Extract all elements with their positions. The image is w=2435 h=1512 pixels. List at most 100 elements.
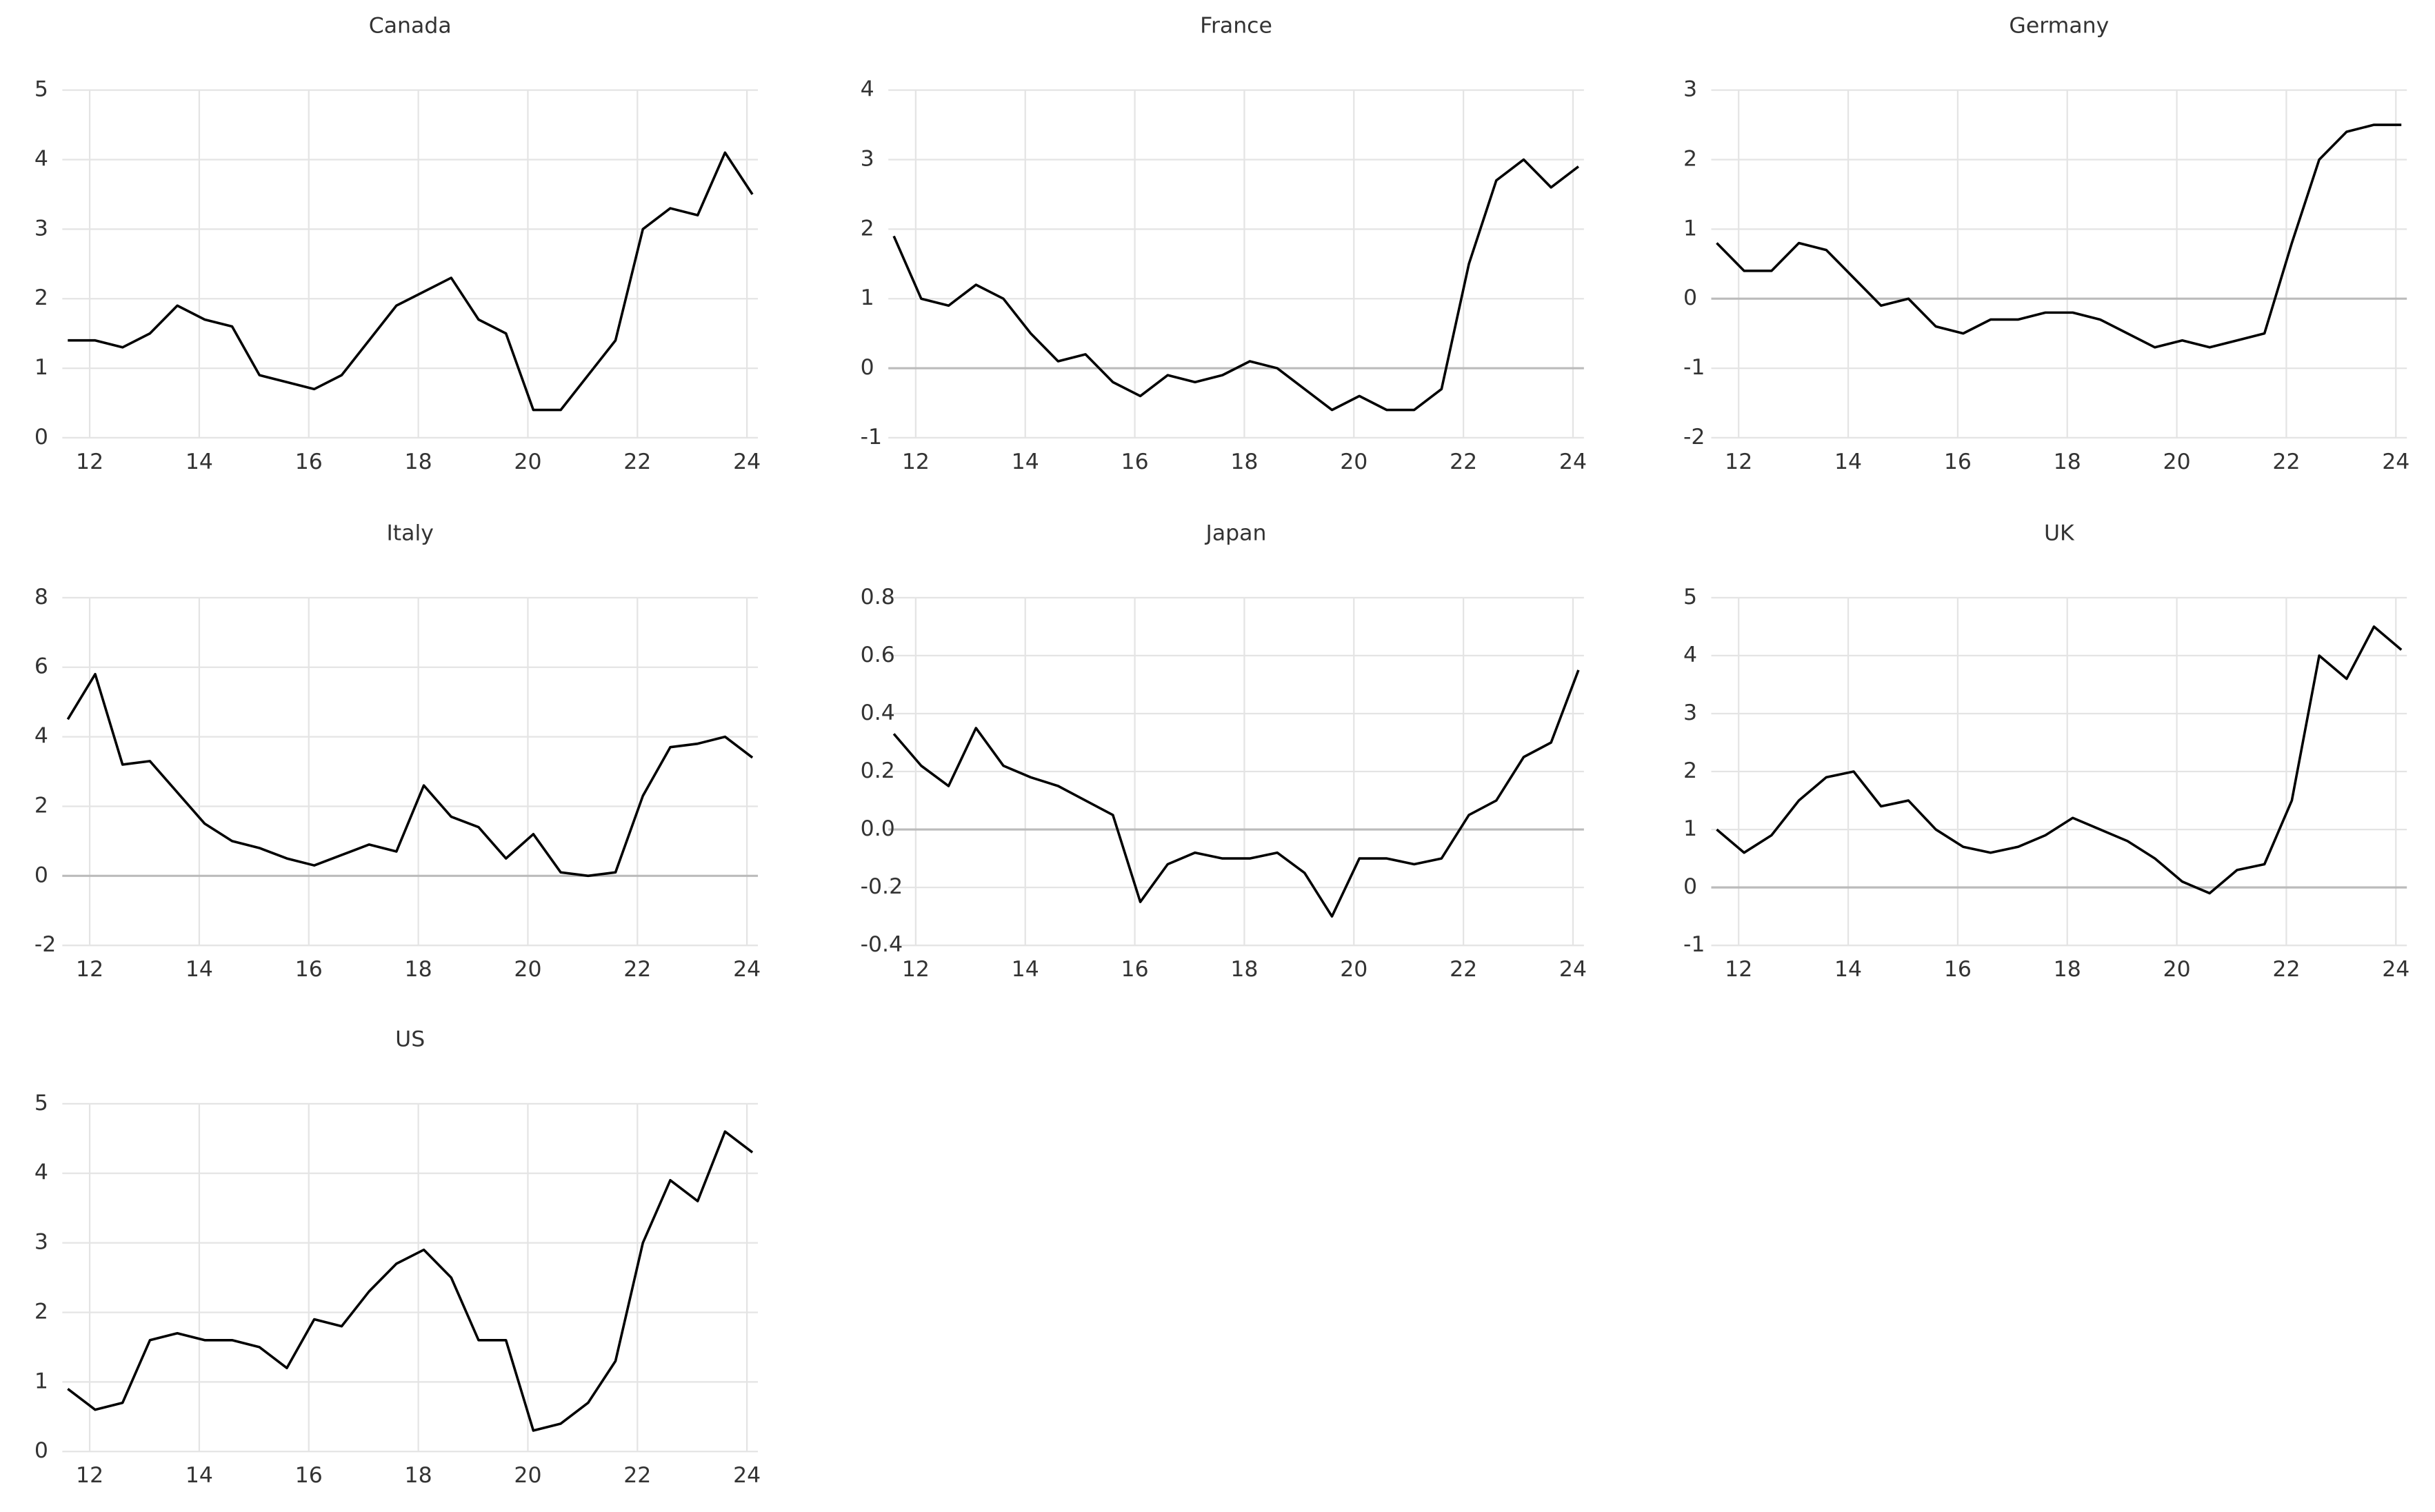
y-tick-label: 0.8: [861, 585, 895, 609]
x-tick-label: 20: [2163, 957, 2191, 982]
x-tick-label: 24: [733, 957, 761, 982]
y-tick-label: 1: [1683, 816, 1697, 841]
x-tick-label: 12: [76, 450, 103, 474]
y-tick-label: -0.4: [861, 932, 903, 957]
x-tick-label: 16: [295, 450, 323, 474]
x-tick-label: 18: [1230, 957, 1258, 982]
x-tick-label: 20: [2163, 450, 2191, 474]
x-tick-label: 16: [295, 957, 323, 982]
y-tick-label: 1: [34, 1369, 48, 1393]
x-tick-label: 24: [1559, 450, 1587, 474]
y-tick-label: 4: [34, 1160, 48, 1185]
y-tick-label: 1: [34, 355, 48, 380]
x-tick-label: 22: [2272, 957, 2300, 982]
x-tick-label: 24: [2382, 450, 2409, 474]
y-tick-label: 2: [34, 1299, 48, 1324]
panel-title: Canada: [369, 13, 452, 38]
y-tick-label: 0: [861, 355, 874, 380]
y-tick-label: 2: [1683, 758, 1697, 783]
x-tick-label: 16: [1121, 450, 1149, 474]
series-line: [68, 151, 754, 412]
y-tick-label: 0: [34, 863, 48, 887]
x-tick-label: 14: [1012, 957, 1039, 982]
x-tick-label: 16: [1944, 450, 1972, 474]
x-tick-label: 18: [2054, 450, 2081, 474]
y-tick-label: 3: [34, 216, 48, 241]
x-tick-label: 18: [405, 450, 432, 474]
x-tick-label: 12: [76, 1463, 103, 1488]
y-tick-label: 4: [34, 724, 48, 749]
y-tick-label: 2: [861, 216, 874, 241]
y-tick-label: 0: [1683, 285, 1697, 310]
series-line: [1716, 625, 2403, 895]
x-tick-label: 12: [902, 450, 930, 474]
x-tick-label: 12: [1725, 957, 1752, 982]
series-line: [892, 669, 1580, 918]
x-tick-label: 12: [902, 957, 930, 982]
y-tick-label: 8: [34, 585, 48, 609]
panel-title: Japan: [1205, 521, 1267, 546]
y-tick-label: 3: [34, 1230, 48, 1255]
y-tick-label: 1: [861, 285, 874, 310]
y-tick-label: 5: [1683, 585, 1697, 609]
panel-title: Germany: [2009, 13, 2109, 38]
y-tick-label: 0: [34, 1438, 48, 1463]
y-tick-label: 4: [861, 77, 874, 102]
x-tick-label: 22: [623, 450, 651, 474]
x-tick-label: 24: [2382, 957, 2409, 982]
x-tick-label: 20: [514, 957, 541, 982]
x-tick-label: 18: [2054, 957, 2081, 982]
x-tick-label: 24: [1559, 957, 1587, 982]
x-tick-label: 14: [186, 1463, 213, 1488]
series-line: [67, 1130, 754, 1432]
y-tick-label: -1: [861, 425, 882, 450]
x-tick-label: 24: [733, 1463, 761, 1488]
y-tick-label: -1: [1683, 932, 1705, 957]
series-line: [66, 672, 754, 878]
series-line: [1716, 123, 2402, 349]
x-tick-label: 14: [186, 957, 213, 982]
x-tick-label: 20: [1340, 450, 1367, 474]
y-tick-label: -0.2: [861, 874, 903, 899]
x-tick-label: 22: [1450, 957, 1477, 982]
x-tick-label: 20: [1340, 957, 1367, 982]
y-tick-label: 1: [1683, 216, 1697, 241]
panel-title: US: [395, 1027, 425, 1052]
y-tick-label: 0.4: [861, 700, 895, 725]
x-tick-label: 16: [295, 1463, 323, 1488]
x-tick-label: 20: [514, 450, 541, 474]
y-tick-label: 0: [34, 425, 48, 450]
x-tick-label: 18: [405, 957, 432, 982]
y-tick-label: -2: [34, 932, 56, 957]
x-tick-label: 18: [1230, 450, 1258, 474]
y-tick-label: 4: [34, 146, 48, 171]
panel-title: France: [1200, 13, 1272, 38]
x-tick-label: 24: [733, 450, 761, 474]
y-tick-label: 3: [1683, 77, 1697, 102]
series-line: [892, 158, 1580, 412]
y-tick-label: 0.2: [861, 758, 895, 783]
x-tick-label: 22: [2272, 450, 2300, 474]
x-tick-label: 16: [1944, 957, 1972, 982]
y-tick-label: 2: [34, 793, 48, 818]
x-tick-label: 22: [1450, 450, 1477, 474]
y-tick-label: 5: [34, 1091, 48, 1116]
panel-title: UK: [2044, 521, 2075, 546]
y-tick-label: 5: [34, 77, 48, 102]
y-tick-label: 0.0: [861, 816, 895, 841]
x-tick-label: 14: [1834, 957, 1862, 982]
x-tick-label: 20: [514, 1463, 541, 1488]
y-tick-label: 4: [1683, 643, 1697, 667]
y-tick-label: 0.6: [861, 643, 895, 667]
x-tick-label: 12: [1725, 450, 1752, 474]
y-tick-label: 6: [34, 654, 48, 679]
y-tick-label: -2: [1683, 425, 1705, 450]
panel-title: Italy: [387, 521, 434, 546]
x-tick-label: 22: [623, 1463, 651, 1488]
x-tick-label: 18: [405, 1463, 432, 1488]
y-tick-label: 3: [861, 146, 874, 171]
x-tick-label: 14: [1834, 450, 1862, 474]
x-tick-label: 22: [623, 957, 651, 982]
x-tick-label: 14: [186, 450, 213, 474]
